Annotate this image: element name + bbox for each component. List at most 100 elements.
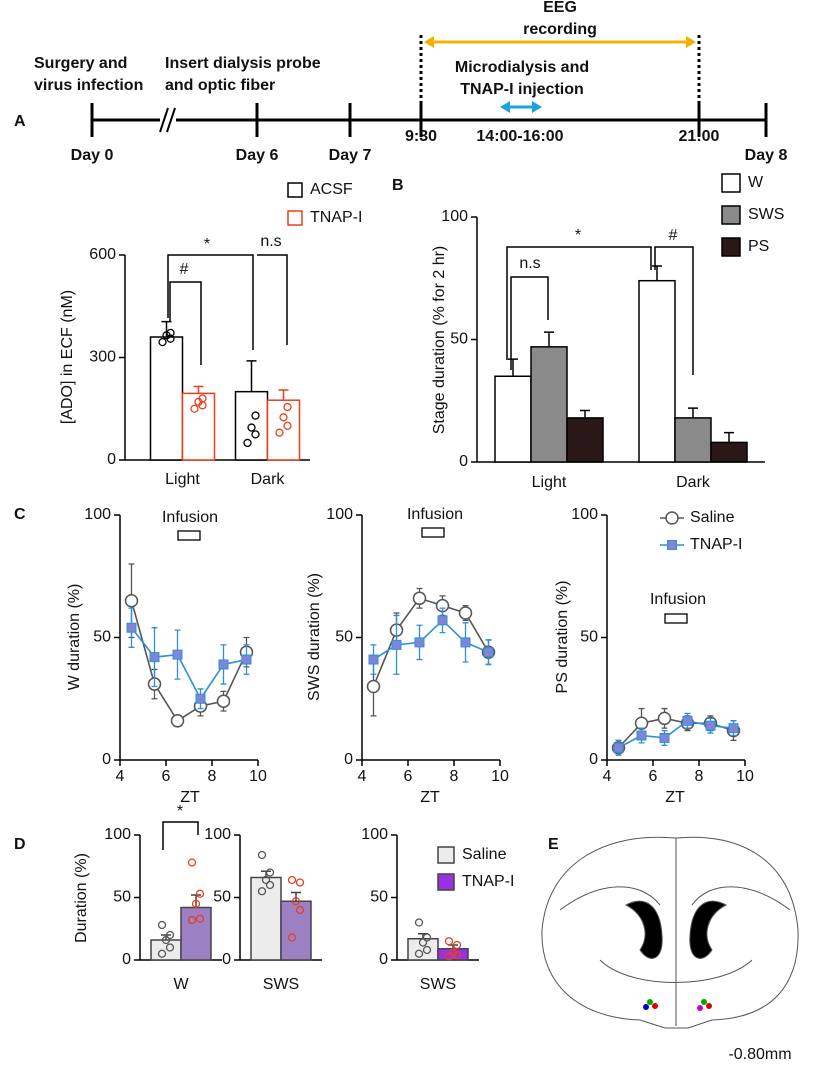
data-point [251, 411, 260, 420]
bar [494, 375, 532, 463]
y-tick-label: 0 [107, 451, 116, 468]
data-point [166, 328, 175, 338]
bar [530, 346, 568, 463]
x-tick-label: 8 [695, 768, 704, 785]
legend-swatch [287, 210, 303, 226]
brain-outline [541, 836, 799, 1029]
legend-label: Saline [462, 846, 507, 863]
data-point [195, 889, 205, 898]
event-label: Insert dialysis probe [165, 55, 321, 72]
data-point [162, 331, 171, 340]
x-tick-label: 10 [249, 768, 267, 785]
marker [657, 711, 672, 726]
error-bar [724, 431, 734, 443]
ventricle [624, 900, 663, 959]
infusion-box [421, 527, 445, 538]
legend-label: SWS [748, 206, 784, 223]
y-tick-label: 100 [441, 208, 468, 225]
x-tick-label: SWS [420, 976, 456, 993]
bar [180, 906, 212, 961]
x-tick-label: Light [532, 474, 567, 491]
infusion-box [664, 613, 688, 624]
marker [460, 637, 471, 648]
y-tick-label: 50 [580, 629, 598, 646]
data-point [414, 949, 424, 958]
probe-dot [697, 1005, 703, 1011]
day-label: Day 6 [236, 147, 279, 164]
y-tick-label: 0 [222, 951, 231, 968]
y-tick-label: 0 [344, 751, 353, 768]
event-label: EEG [543, 0, 577, 16]
legend-label: W [748, 174, 764, 191]
y-tick-label: 50 [335, 629, 353, 646]
annotation: * [204, 236, 210, 253]
error-bar [652, 265, 662, 281]
y-axis-label: PS duration (%) [554, 581, 571, 694]
brain-section [541, 836, 799, 1029]
marker [682, 715, 693, 726]
legend-swatch [287, 182, 303, 198]
bar [181, 392, 216, 461]
x-tick-label: Light [165, 471, 200, 488]
legend-swatch [437, 846, 455, 864]
bar [710, 441, 748, 463]
probe-dot [647, 999, 653, 1005]
panel-letter: A [14, 113, 26, 130]
event-label: recording [523, 21, 597, 38]
axis-break [166, 107, 176, 133]
y-tick-label: 0 [379, 951, 388, 968]
probe-dot [706, 1003, 712, 1009]
legend-marker [667, 540, 677, 550]
data-point [187, 858, 197, 867]
y-tick-label: 50 [93, 629, 111, 646]
marker [391, 639, 402, 650]
x-tick-label: 8 [208, 768, 217, 785]
error-bar [278, 389, 289, 401]
y-axis-label: Stage duration (% for 2 hr) [431, 246, 448, 435]
data-point [452, 940, 462, 950]
panel-letter: C [14, 506, 26, 523]
x-tick-label: Dark [251, 471, 286, 488]
y-tick-label: 600 [89, 246, 116, 263]
infusion-box [177, 530, 201, 541]
data-point [283, 421, 292, 430]
data-point [161, 935, 171, 945]
y-axis-label: SWS duration (%) [306, 573, 323, 701]
x-axis-label: ZT [420, 789, 440, 806]
y-tick-label: 50 [450, 331, 468, 348]
significance-bracket [257, 254, 288, 345]
annotation: n.s [260, 233, 281, 250]
data-point [247, 423, 256, 432]
data-point [158, 337, 167, 347]
legend-label: TNAP-I [310, 209, 362, 226]
day-label: Day 8 [745, 147, 788, 164]
x-tick-label: 4 [358, 768, 367, 785]
annotation: Infusion [407, 506, 463, 523]
series-line [130, 600, 248, 722]
marker [613, 742, 624, 753]
y-axis-label: W duration (%) [66, 584, 83, 691]
bar [234, 390, 269, 461]
annotation: Infusion [650, 591, 706, 608]
y-tick-label: 100 [204, 826, 231, 843]
legend-swatch [437, 873, 455, 891]
marker [172, 649, 183, 660]
y-tick-label: 50 [113, 889, 131, 906]
x-axis-label: ZT [180, 789, 200, 806]
y-tick-label: 0 [589, 751, 598, 768]
marker [634, 716, 649, 730]
bar [638, 279, 676, 463]
bar [266, 399, 301, 461]
annotation: n.s [519, 255, 540, 272]
legend-label: ACSF [310, 181, 353, 198]
arrow-head [686, 36, 696, 48]
event-label: Microdialysis and [455, 59, 589, 76]
data-point [295, 878, 305, 887]
annotation: # [669, 227, 678, 244]
legend-swatch [721, 237, 741, 257]
data-point [444, 937, 454, 946]
data-point [251, 430, 260, 439]
legend-swatch [721, 205, 741, 225]
legend-label: TNAP-I [690, 536, 742, 553]
annotation: * [575, 227, 581, 244]
